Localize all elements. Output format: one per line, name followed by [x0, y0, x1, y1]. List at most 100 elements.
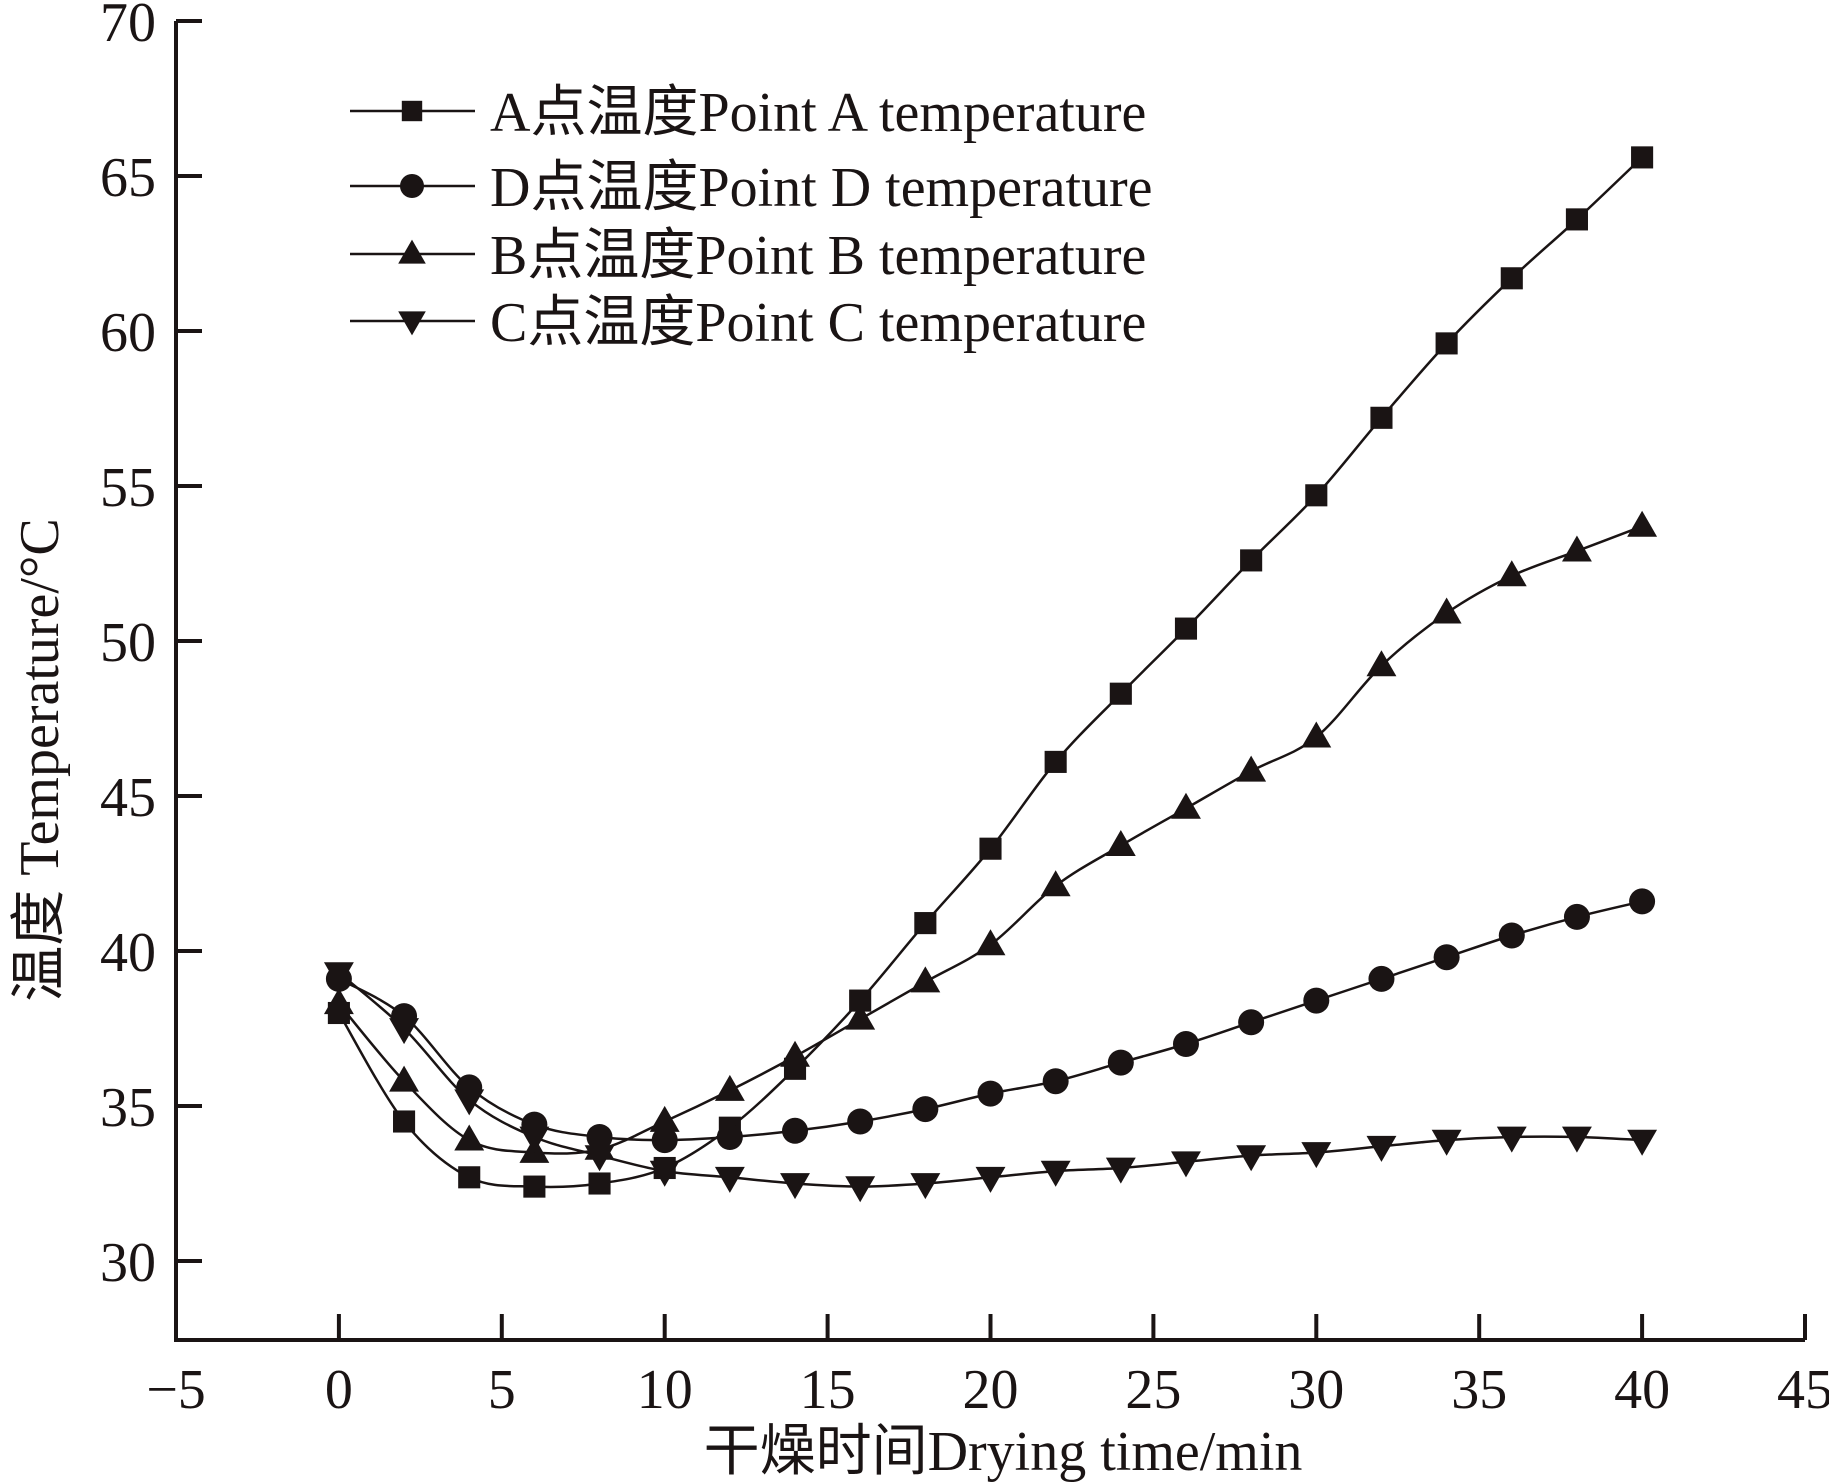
triangle-down-marker: [1431, 1129, 1462, 1156]
circle-marker: [1498, 922, 1525, 949]
triangle-up-marker: [1171, 792, 1201, 819]
legend-label: B点温度Point B temperature: [490, 225, 1146, 287]
square-marker: [1370, 406, 1393, 429]
legend-item: B点温度Point B temperature: [350, 225, 1146, 287]
triangle-down-marker: [1561, 1126, 1592, 1153]
triangle-up-marker: [845, 1003, 876, 1030]
square-marker: [1565, 208, 1588, 231]
x-tick-label: −5: [146, 1359, 206, 1421]
y-tick-label: 65: [100, 147, 156, 209]
y-tick-label: 35: [100, 1077, 156, 1139]
square-marker: [588, 1172, 611, 1195]
square-marker: [1044, 750, 1067, 773]
x-tick-label: 35: [1451, 1359, 1507, 1421]
square-marker: [458, 1166, 481, 1189]
triangle-up-marker: [323, 988, 354, 1015]
triangle-down-marker: [1040, 1160, 1071, 1187]
triangle-down-marker: [975, 1166, 1006, 1193]
triangle-up-marker: [1105, 830, 1136, 856]
square-marker: [1240, 549, 1263, 572]
square-marker: [1305, 484, 1328, 507]
square-marker: [1435, 332, 1458, 355]
x-tick-label: 5: [488, 1359, 516, 1421]
axes: [174, 21, 1805, 1342]
triangle-down-marker: [519, 1126, 550, 1153]
triangle-down-marker: [323, 962, 354, 989]
triangle-down-marker: [714, 1166, 745, 1193]
triangle-up-marker: [1236, 755, 1267, 782]
circle-marker: [1368, 965, 1395, 992]
circle-marker: [716, 1124, 743, 1150]
triangle-up-marker: [714, 1074, 745, 1101]
circle-marker: [1563, 903, 1590, 930]
triangle-down-marker: [454, 1089, 485, 1116]
y-tick-label: 55: [100, 457, 156, 519]
triangle-down-marker: [1496, 1126, 1527, 1153]
legend: A点温度Point A temperature D点温度Point D tempe…: [350, 82, 1153, 354]
circle-marker: [1042, 1068, 1069, 1095]
circle-marker: [1238, 1009, 1265, 1036]
triangle-up-marker: [649, 1105, 680, 1132]
square-marker: [1500, 267, 1523, 290]
circle-marker: [1107, 1049, 1134, 1076]
square-marker: [393, 1110, 416, 1133]
triangle-up-marker: [1301, 721, 1332, 748]
triangle-up-marker: [1561, 535, 1592, 562]
circle-marker: [977, 1080, 1004, 1107]
square-marker: [1174, 617, 1198, 640]
y-tick-label: 60: [100, 302, 156, 364]
legend-label: A点温度Point A temperature: [490, 82, 1146, 144]
legend-item: A点温度Point A temperature: [350, 82, 1146, 144]
triangle-up-marker: [454, 1124, 485, 1151]
circle-marker: [1303, 987, 1330, 1014]
legend-label: C点温度Point C temperature: [490, 292, 1146, 354]
triangle-up-marker: [780, 1040, 810, 1067]
circle-marker: [1433, 944, 1460, 971]
circle-marker: [782, 1117, 809, 1144]
square-marker: [979, 837, 1002, 860]
triangle-down-marker: [584, 1145, 615, 1172]
triangle-down-marker: [1301, 1142, 1332, 1169]
y-tick-label: 45: [100, 767, 156, 829]
x-tick-labels: −5 0 5 10 15 20 25 30 35 40 45: [146, 1359, 1829, 1421]
x-tick-label: 15: [800, 1359, 856, 1421]
circle-marker: [400, 174, 424, 198]
square-marker: [849, 989, 872, 1012]
x-tick-label: 30: [1288, 1359, 1344, 1421]
triangle-up-marker: [975, 929, 1006, 956]
triangle-up-marker: [398, 239, 426, 264]
triangle-up-marker: [389, 1065, 420, 1092]
x-tick-label: 10: [637, 1359, 693, 1421]
triangle-up-marker: [1496, 560, 1527, 587]
legend-item: C点温度Point C temperature: [350, 292, 1146, 354]
tick-marks: [176, 19, 1807, 1340]
triangle-down-marker: [780, 1173, 810, 1200]
triangle-down-marker: [1627, 1129, 1658, 1156]
y-tick-label: 40: [100, 922, 156, 984]
triangle-down-marker: [1236, 1145, 1267, 1172]
triangle-down-marker: [649, 1160, 680, 1187]
square-marker: [1109, 682, 1132, 705]
x-tick-label: 20: [963, 1359, 1019, 1421]
x-axis-title: 干燥时间Drying time/min: [704, 1421, 1303, 1483]
circle-marker: [1172, 1031, 1199, 1057]
square-marker: [914, 912, 937, 935]
triangle-down-marker: [1171, 1151, 1201, 1178]
triangle-down-marker: [1366, 1135, 1397, 1162]
circle-marker: [651, 1127, 678, 1154]
square-marker: [1631, 146, 1654, 169]
triangle-down-marker: [845, 1176, 876, 1203]
x-tick-label: 25: [1125, 1359, 1181, 1421]
triangle-down-marker: [910, 1173, 941, 1200]
circle-marker: [1629, 888, 1656, 915]
triangle-down-marker: [1105, 1157, 1136, 1184]
x-tick-label: 0: [325, 1359, 353, 1421]
triangle-down-marker: [398, 311, 426, 336]
y-tick-labels: 30 35 40 45 50 55 60 65 70: [100, 0, 156, 1294]
y-tick-label: 50: [100, 612, 156, 674]
series-markers: [323, 146, 1658, 1203]
triangle-down-marker: [389, 1018, 420, 1045]
x-tick-label: 40: [1614, 1359, 1670, 1421]
square-marker: [401, 100, 423, 122]
